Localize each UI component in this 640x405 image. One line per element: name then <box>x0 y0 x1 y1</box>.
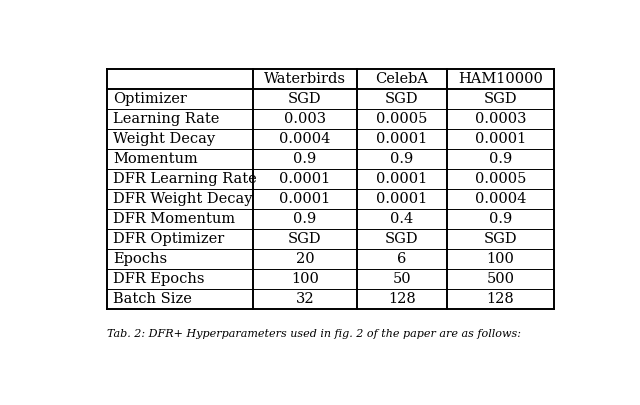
Text: DFR Momentum: DFR Momentum <box>113 212 236 226</box>
Text: SGD: SGD <box>385 232 419 246</box>
Text: 128: 128 <box>486 292 514 306</box>
Text: 20: 20 <box>296 252 314 266</box>
Text: SGD: SGD <box>385 92 419 106</box>
Text: SGD: SGD <box>483 232 517 246</box>
Text: 0.9: 0.9 <box>293 212 317 226</box>
Text: 0.0001: 0.0001 <box>376 172 428 186</box>
Text: 0.003: 0.003 <box>284 112 326 126</box>
Text: 500: 500 <box>486 272 515 286</box>
Text: SGD: SGD <box>288 92 322 106</box>
Text: SGD: SGD <box>288 232 322 246</box>
Text: Momentum: Momentum <box>113 152 198 166</box>
Text: 128: 128 <box>388 292 416 306</box>
Text: 0.0003: 0.0003 <box>474 112 526 126</box>
Text: 0.9: 0.9 <box>489 212 512 226</box>
Text: 50: 50 <box>393 272 412 286</box>
Text: 0.0005: 0.0005 <box>376 112 428 126</box>
Text: HAM10000: HAM10000 <box>458 72 543 86</box>
Text: 100: 100 <box>291 272 319 286</box>
Text: Batch Size: Batch Size <box>113 292 192 306</box>
Text: 0.0001: 0.0001 <box>376 192 428 206</box>
Text: 0.9: 0.9 <box>390 152 413 166</box>
Text: CelebA: CelebA <box>376 72 429 86</box>
Text: Waterbirds: Waterbirds <box>264 72 346 86</box>
Text: 0.0001: 0.0001 <box>376 132 428 146</box>
Text: 0.0004: 0.0004 <box>279 132 331 146</box>
Text: SGD: SGD <box>483 92 517 106</box>
Text: 0.9: 0.9 <box>489 152 512 166</box>
Text: 0.0001: 0.0001 <box>475 132 526 146</box>
Text: 32: 32 <box>296 292 314 306</box>
Text: 0.0005: 0.0005 <box>475 172 526 186</box>
Text: DFR Weight Decay: DFR Weight Decay <box>113 192 253 206</box>
Text: DFR Optimizer: DFR Optimizer <box>113 232 225 246</box>
Text: 100: 100 <box>486 252 515 266</box>
Text: 0.0001: 0.0001 <box>280 192 331 206</box>
Text: Tab. 2: DFR+ Hyperparameters used in fig. 2 of the paper are as follows:: Tab. 2: DFR+ Hyperparameters used in fig… <box>108 329 521 339</box>
Text: Learning Rate: Learning Rate <box>113 112 220 126</box>
Text: Optimizer: Optimizer <box>113 92 187 106</box>
Text: 0.0004: 0.0004 <box>475 192 526 206</box>
Text: 0.4: 0.4 <box>390 212 413 226</box>
Text: 6: 6 <box>397 252 407 266</box>
Text: 0.9: 0.9 <box>293 152 317 166</box>
Text: Weight Decay: Weight Decay <box>113 132 215 146</box>
Text: DFR Epochs: DFR Epochs <box>113 272 205 286</box>
Text: DFR Learning Rate: DFR Learning Rate <box>113 172 257 186</box>
Text: 0.0001: 0.0001 <box>280 172 331 186</box>
Text: Epochs: Epochs <box>113 252 167 266</box>
